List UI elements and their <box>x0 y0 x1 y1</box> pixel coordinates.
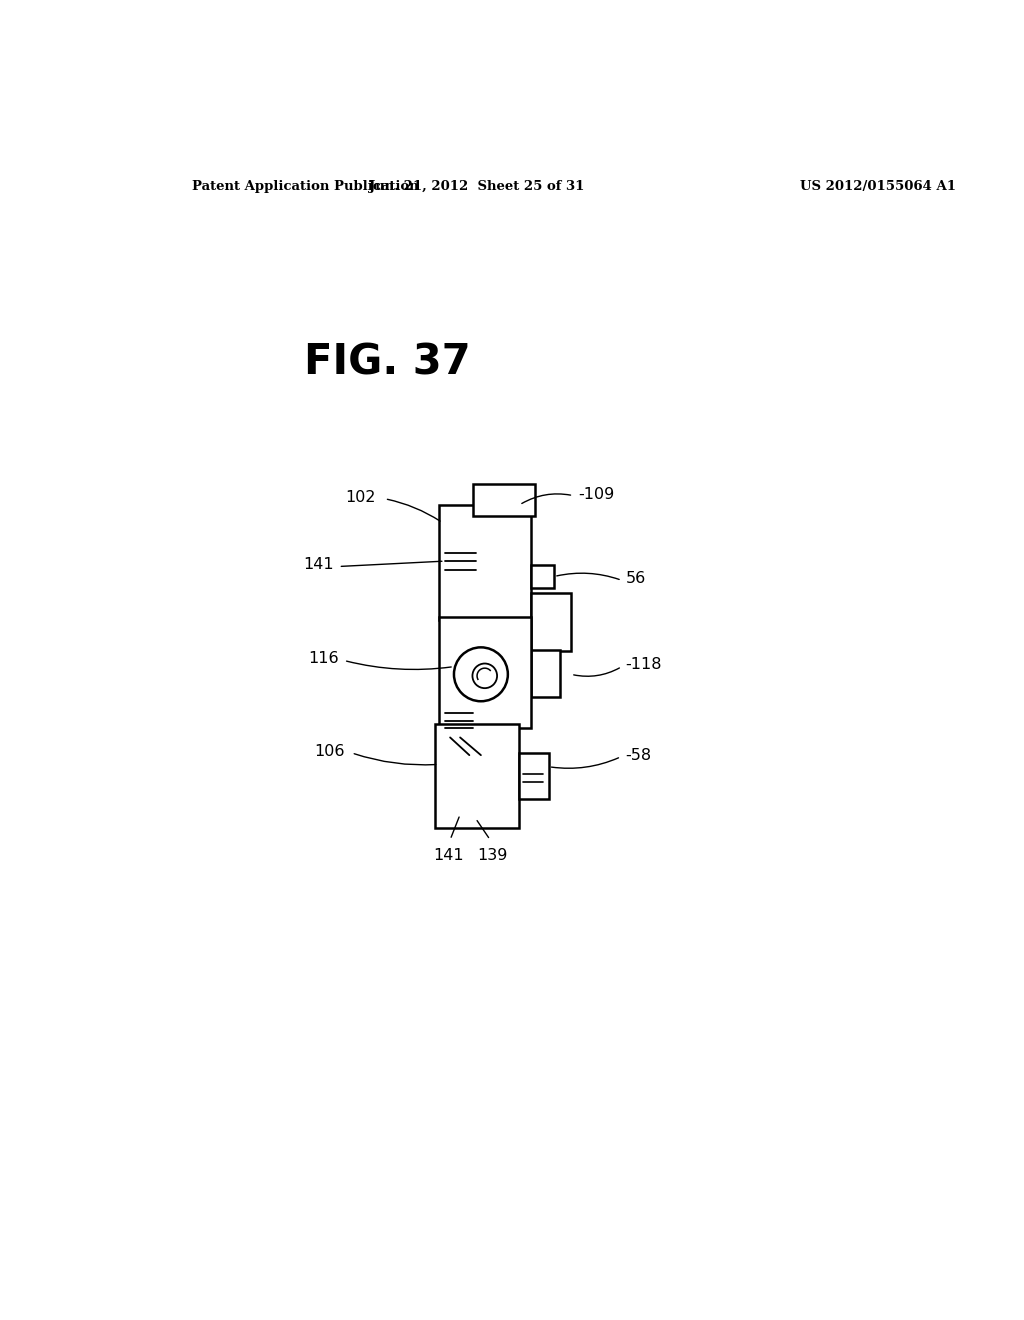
Bar <box>531 565 554 589</box>
Text: US 2012/0155064 A1: US 2012/0155064 A1 <box>801 181 956 194</box>
Circle shape <box>454 647 508 701</box>
Text: 141: 141 <box>433 847 464 862</box>
Bar <box>531 594 571 651</box>
Text: Jun. 21, 2012  Sheet 25 of 31: Jun. 21, 2012 Sheet 25 of 31 <box>370 181 585 194</box>
Text: -58: -58 <box>626 747 652 763</box>
Circle shape <box>472 664 497 688</box>
Text: 139: 139 <box>477 847 508 862</box>
Text: 106: 106 <box>314 743 345 759</box>
Text: 116: 116 <box>308 651 339 667</box>
Text: FIG. 37: FIG. 37 <box>304 342 471 383</box>
Text: 141: 141 <box>303 557 334 573</box>
Text: -118: -118 <box>626 657 663 672</box>
Bar <box>519 752 549 799</box>
Bar <box>435 725 519 829</box>
Text: 102: 102 <box>345 490 376 504</box>
Text: -109: -109 <box>579 487 615 502</box>
Bar <box>438 616 531 729</box>
Text: Patent Application Publication: Patent Application Publication <box>193 181 419 194</box>
Bar <box>473 484 535 516</box>
Bar <box>531 649 560 697</box>
Text: 56: 56 <box>626 572 646 586</box>
Bar <box>438 506 531 620</box>
